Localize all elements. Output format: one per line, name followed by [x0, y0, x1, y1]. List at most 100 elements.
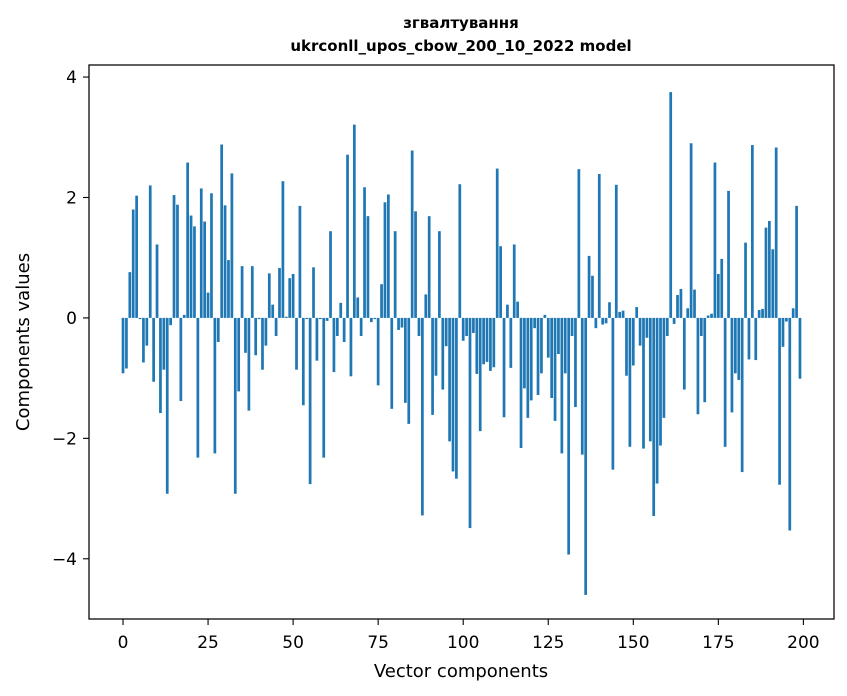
bar-58 [318, 317, 322, 320]
bar-116 [516, 301, 519, 318]
bar-196 [788, 317, 792, 531]
bar-96 [448, 317, 451, 442]
bar-177 [723, 317, 727, 447]
bar-37 [247, 317, 251, 411]
bar-24 [203, 221, 207, 318]
bar-56 [312, 267, 315, 318]
bar-88 [421, 317, 424, 516]
x-tick-label-200: 200 [787, 633, 819, 653]
bar-97 [451, 317, 455, 472]
bar-14 [169, 317, 172, 326]
bar-121 [533, 317, 536, 329]
bar-190 [768, 220, 771, 318]
y-axis-label: Components values [13, 253, 34, 431]
bar-186 [754, 317, 758, 361]
bar-16 [176, 204, 179, 318]
bar-176 [720, 258, 724, 318]
bar-44 [271, 304, 275, 318]
x-tick-label-0: 0 [118, 633, 129, 653]
bar-147 [621, 310, 625, 318]
bar-170 [699, 317, 703, 336]
bar-8 [148, 185, 152, 318]
bar-29 [220, 144, 224, 318]
bar-86 [414, 211, 417, 318]
bar-100 [461, 317, 465, 341]
bar-39 [254, 317, 258, 356]
bar-62 [332, 317, 336, 373]
bar-22 [196, 317, 200, 458]
bar-90 [427, 216, 431, 318]
bar-26 [210, 193, 213, 318]
x-tick-label-150: 150 [617, 633, 649, 653]
bar-42 [264, 317, 268, 346]
bar-199 [798, 317, 802, 379]
y-tick-label--4: −4 [52, 550, 77, 570]
bar-182 [740, 317, 744, 473]
bar-127 [553, 317, 557, 421]
bar-123 [540, 317, 543, 374]
bar-159 [662, 317, 666, 418]
bar-51 [295, 317, 298, 370]
bar-105 [478, 317, 482, 432]
bar-106 [482, 317, 485, 365]
bar-110 [495, 168, 499, 318]
bar-7 [145, 317, 149, 346]
bar-179 [730, 317, 734, 413]
bar-156 [652, 317, 656, 517]
bar-183 [744, 242, 747, 318]
bar-23 [199, 188, 203, 318]
bar-167 [689, 143, 693, 318]
bar-144 [611, 317, 615, 470]
bar-136 [584, 317, 588, 595]
x-axis-label: Vector components [374, 661, 548, 682]
bar-11 [159, 317, 162, 414]
bar-19 [186, 162, 190, 318]
y-tick-label--2: −2 [52, 429, 77, 449]
bar-52 [298, 205, 302, 318]
bar-195 [785, 317, 788, 322]
bar-1 [125, 317, 128, 369]
bar-118 [523, 317, 526, 389]
bar-63 [335, 317, 339, 336]
bar-107 [485, 317, 489, 362]
bar-64 [339, 302, 343, 318]
bar-67 [349, 317, 353, 377]
bar-31 [227, 260, 230, 318]
bar-153 [642, 317, 645, 449]
bar-198 [795, 205, 798, 318]
bar-65 [342, 317, 346, 342]
bar-115 [512, 244, 516, 318]
bar-9 [152, 317, 155, 382]
bar-173 [710, 313, 713, 318]
bar-85 [410, 150, 414, 318]
bar-36 [244, 317, 247, 353]
bar-126 [550, 317, 554, 398]
x-tick-label-50: 50 [282, 633, 304, 653]
bar-87 [417, 317, 421, 336]
bar-76 [380, 284, 383, 318]
bar-192 [774, 147, 778, 318]
bar-135 [580, 317, 584, 455]
bar-140 [597, 173, 601, 318]
bar-99 [458, 184, 462, 318]
bar-80 [393, 231, 397, 318]
y-tick-label-2: 2 [66, 188, 77, 208]
bar-184 [747, 317, 751, 360]
bar-6 [142, 317, 145, 363]
bar-150 [631, 317, 635, 366]
bar-181 [737, 317, 741, 380]
bar-191 [771, 249, 775, 318]
bar-0 [121, 317, 125, 374]
y-axis-ticks: −4 −2 0 2 4 [52, 68, 89, 570]
bar-2 [128, 272, 132, 318]
bar-113 [506, 304, 509, 318]
bar-104 [475, 317, 479, 374]
bar-82 [400, 317, 404, 328]
bar-137 [587, 255, 591, 318]
bar-174 [713, 162, 717, 318]
bar-78 [387, 194, 390, 318]
bar-20 [189, 215, 193, 318]
bar-143 [608, 302, 611, 318]
bar-141 [601, 317, 605, 325]
bar-157 [655, 317, 659, 484]
